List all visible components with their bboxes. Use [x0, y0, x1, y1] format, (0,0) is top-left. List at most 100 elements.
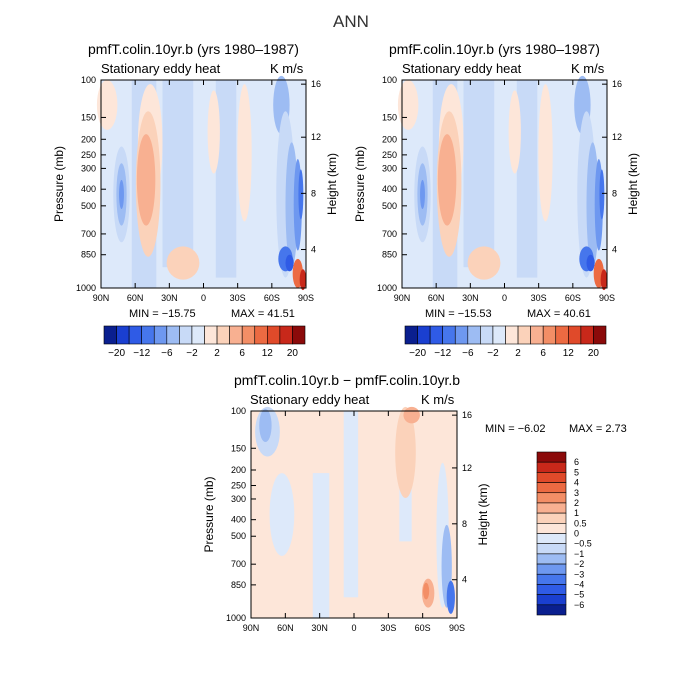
- colorbar-swatch: [204, 325, 218, 345]
- x-tick-label: 90N: [243, 623, 260, 633]
- y-tick-label: 150: [231, 443, 246, 453]
- panel-c-min: MIN = −6.02: [485, 423, 546, 435]
- colorbar-swatch: [536, 533, 567, 544]
- cold-region: [119, 179, 124, 209]
- colorbar-swatch: [536, 543, 567, 555]
- colorbar-label: −5: [574, 590, 584, 600]
- warm-region: [600, 269, 608, 291]
- colorbar-swatch: [568, 325, 582, 345]
- colorbar-label: −2: [487, 348, 499, 359]
- cold-region: [259, 408, 272, 443]
- colorbar-1: −20 −12 −6 −2 2 6 12 20: [404, 325, 607, 359]
- colorbar-swatch: [480, 325, 494, 345]
- y-tick-label: 300: [382, 163, 397, 173]
- y-right-axis-label: Height (km): [325, 153, 339, 215]
- colorbar-swatch: [555, 325, 569, 345]
- y-tick-label: 400: [231, 515, 246, 525]
- colorbar-label: −6: [161, 348, 173, 359]
- colorbar-swatch: [536, 584, 567, 595]
- y-tick-label: 100: [382, 75, 397, 85]
- colorbar-label: 2: [574, 498, 579, 508]
- colorbar-label: 0.5: [574, 518, 587, 528]
- y-right-tick-label: 12: [311, 132, 321, 142]
- contour-region: [538, 84, 553, 222]
- panel-a-subtitle: Stationary eddy heat: [101, 61, 221, 76]
- panel-c-subtitle: Stationary eddy heat: [250, 392, 370, 407]
- colorbar-label: −6: [462, 348, 474, 359]
- colorbar-swatch: [429, 325, 443, 345]
- x-tick-label: 90S: [449, 623, 465, 633]
- y-tick-label: 1000: [76, 283, 96, 293]
- y-tick-label: 200: [231, 465, 246, 475]
- colorbar-swatch: [517, 325, 531, 345]
- colorbar-swatch: [536, 573, 567, 585]
- cold-region: [420, 179, 425, 209]
- cold-region: [285, 254, 294, 272]
- y-right-axis-label: Height (km): [476, 483, 490, 545]
- colorbar-swatch: [536, 461, 567, 473]
- colorbar-swatch: [536, 492, 567, 504]
- colorbar-swatch: [536, 472, 567, 483]
- contour-region: [237, 84, 252, 222]
- colorbar-label: 20: [588, 348, 600, 359]
- y-tick-label: 400: [81, 184, 96, 194]
- colorbar-swatch: [216, 325, 230, 345]
- colorbar-label: 12: [262, 348, 274, 359]
- colorbar-label: −1: [574, 549, 584, 559]
- colorbar-label: 5: [574, 467, 579, 477]
- y-right-tick-label: 12: [462, 463, 472, 473]
- panel-b-min: MIN = −15.53: [425, 308, 492, 320]
- colorbar-label: 1: [574, 508, 579, 518]
- x-tick-label: 30N: [462, 293, 479, 303]
- colorbar-label: 2: [515, 348, 521, 359]
- colorbar-swatch: [536, 502, 567, 514]
- colorbar-swatch: [128, 325, 142, 345]
- colorbar-swatch: [229, 325, 243, 345]
- colorbar-label: −12: [133, 348, 150, 359]
- colorbar-swatch: [593, 325, 607, 345]
- figure-title: ANN: [333, 12, 369, 31]
- warm-region: [166, 246, 200, 280]
- colorbar-label: 3: [574, 488, 579, 498]
- y-tick-label: 250: [81, 150, 96, 160]
- y-tick-label: 500: [382, 201, 397, 211]
- panel-0: 90N 60N 30N 0 30S 60S 90S 100 150 200 250 300 400 500…: [52, 75, 339, 303]
- colorbar-swatch: [536, 482, 567, 494]
- colorbar-swatch: [536, 451, 567, 463]
- x-tick-label: 90S: [298, 293, 314, 303]
- x-tick-label: 60S: [415, 623, 431, 633]
- y-right-tick-label: 8: [462, 519, 467, 529]
- contour-band: [343, 411, 359, 598]
- y-tick-label: 700: [382, 229, 397, 239]
- colorbar-label: 6: [540, 348, 546, 359]
- y-tick-label: 150: [382, 112, 397, 122]
- y-tick-label: 200: [382, 134, 397, 144]
- colorbar-swatch: [116, 325, 130, 345]
- y-tick-label: 250: [382, 150, 397, 160]
- colorbar-0: −20 −12 −6 −2 2 6 12 20: [103, 325, 306, 359]
- colorbar-swatch: [467, 325, 481, 345]
- colorbar-swatch: [542, 325, 557, 345]
- x-tick-label: 30S: [531, 293, 547, 303]
- colorbar-swatch: [153, 325, 168, 345]
- colorbar-swatch: [292, 325, 306, 345]
- y-tick-label: 500: [231, 531, 246, 541]
- panel-a-max: MAX = 41.51: [231, 308, 295, 320]
- y-right-tick-label: 8: [612, 188, 617, 198]
- colorbar-swatch: [267, 325, 281, 345]
- x-tick-label: 60S: [264, 293, 280, 303]
- colorbar-swatch: [417, 325, 431, 345]
- colorbar-swatch: [166, 325, 180, 345]
- colorbar-swatch: [141, 325, 155, 345]
- y-tick-label: 700: [231, 559, 246, 569]
- y-tick-label: 850: [231, 580, 246, 590]
- panel-1: 90N 60N 30N 0 30S 60S 90S 100 150 200 250 300 400 500…: [353, 75, 640, 303]
- colorbar-label: 20: [287, 348, 299, 359]
- colorbar-swatch: [580, 325, 594, 345]
- contour-region: [269, 473, 295, 556]
- y-right-tick-label: 4: [612, 245, 617, 255]
- cold-region: [599, 169, 605, 220]
- panel-2: 90N 60N 30N 0 30S 60S 90S 100 150 200 250 300 400 500…: [202, 406, 490, 633]
